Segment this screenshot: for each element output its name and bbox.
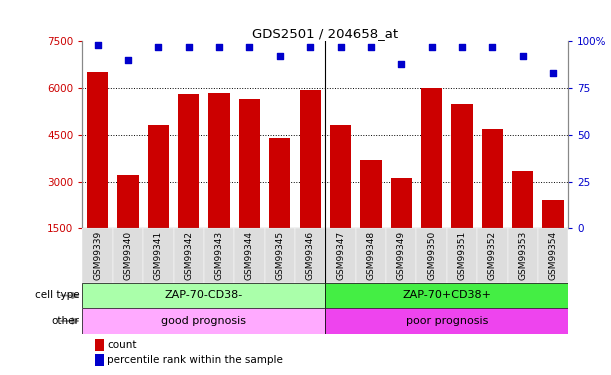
Bar: [538, 228, 568, 283]
Bar: [143, 228, 174, 283]
Bar: [148, 126, 169, 228]
Text: ZAP-70-CD38-: ZAP-70-CD38-: [165, 291, 243, 300]
Bar: [543, 200, 564, 228]
Bar: [360, 160, 381, 228]
Text: GSM99343: GSM99343: [214, 231, 224, 280]
Bar: [204, 228, 234, 283]
Text: GSM99349: GSM99349: [397, 231, 406, 280]
Bar: [390, 178, 412, 228]
Bar: [421, 88, 442, 228]
Text: GSM99351: GSM99351: [458, 231, 466, 280]
Point: [306, 44, 315, 50]
Text: GSM99340: GSM99340: [123, 231, 133, 280]
Text: GSM99353: GSM99353: [518, 231, 527, 280]
Text: GSM99350: GSM99350: [427, 231, 436, 280]
Text: GSM99339: GSM99339: [93, 231, 102, 280]
Point: [184, 44, 194, 50]
Point: [366, 44, 376, 50]
Bar: [299, 90, 321, 228]
Bar: [477, 228, 508, 283]
Bar: [117, 176, 139, 228]
Point: [426, 44, 436, 50]
Bar: [234, 228, 265, 283]
Text: GSM99348: GSM99348: [367, 231, 375, 280]
Bar: [508, 228, 538, 283]
Bar: [512, 171, 533, 228]
Bar: [208, 93, 230, 228]
Text: GSM99344: GSM99344: [245, 231, 254, 280]
Bar: [113, 228, 143, 283]
Bar: [452, 104, 472, 228]
Bar: [481, 129, 503, 228]
Bar: [295, 228, 326, 283]
Text: poor prognosis: poor prognosis: [406, 316, 488, 326]
Point: [123, 57, 133, 63]
Bar: [269, 138, 290, 228]
Text: good prognosis: good prognosis: [161, 316, 246, 326]
Bar: [82, 228, 113, 283]
Point: [548, 70, 558, 76]
Point: [153, 44, 163, 50]
Text: GSM99352: GSM99352: [488, 231, 497, 280]
Point: [397, 61, 406, 67]
Text: other: other: [51, 316, 79, 326]
Point: [457, 44, 467, 50]
Text: ZAP-70+CD38+: ZAP-70+CD38+: [402, 291, 491, 300]
Bar: [87, 72, 108, 228]
Text: GSM99341: GSM99341: [154, 231, 163, 280]
Bar: [82, 308, 326, 334]
Point: [275, 53, 285, 59]
Point: [518, 53, 527, 59]
Point: [214, 44, 224, 50]
Text: count: count: [107, 340, 136, 350]
Bar: [239, 99, 260, 228]
Bar: [178, 94, 199, 228]
Bar: [386, 228, 417, 283]
Bar: [326, 228, 356, 283]
Bar: [82, 283, 326, 308]
Bar: [174, 228, 204, 283]
Text: GSM99345: GSM99345: [276, 231, 284, 280]
Bar: [447, 228, 477, 283]
Bar: [326, 308, 568, 334]
Text: GSM99346: GSM99346: [306, 231, 315, 280]
Bar: [265, 228, 295, 283]
Text: cell type: cell type: [35, 291, 79, 300]
Text: GSM99347: GSM99347: [336, 231, 345, 280]
Bar: [330, 126, 351, 228]
Text: GSM99354: GSM99354: [549, 231, 558, 280]
Text: GSM99342: GSM99342: [185, 231, 193, 280]
Point: [488, 44, 497, 50]
Point: [335, 44, 345, 50]
Title: GDS2501 / 204658_at: GDS2501 / 204658_at: [252, 27, 398, 40]
Bar: [417, 228, 447, 283]
Bar: [326, 283, 568, 308]
Text: percentile rank within the sample: percentile rank within the sample: [107, 355, 283, 365]
Point: [93, 42, 103, 48]
Point: [244, 44, 254, 50]
Bar: [356, 228, 386, 283]
